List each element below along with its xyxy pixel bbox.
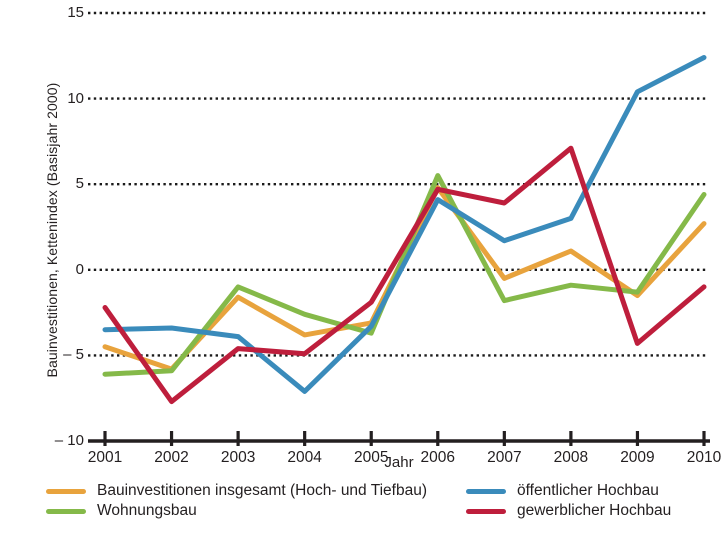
legend-label: Bauinvestitionen insgesamt (Hoch- und Ti…	[97, 482, 427, 499]
x-tick-label: 2003	[220, 449, 256, 466]
x-tick-label: 2009	[620, 449, 655, 466]
legend-item: Bauinvestitionen insgesamt (Hoch- und Ti…	[46, 481, 427, 501]
legend-item: öffentlicher Hochbau	[466, 481, 659, 501]
x-tick-label: 2010	[686, 449, 722, 466]
y-tick-label: 15	[67, 4, 84, 21]
series-line	[102, 55, 707, 394]
x-tick-label: 2002	[154, 449, 189, 466]
y-tick-label: 0	[75, 260, 84, 278]
legend-swatch	[466, 488, 506, 494]
x-tick-label: 2006	[420, 449, 455, 466]
y-tick-label: – 5	[63, 346, 84, 364]
x-tick-label: 2005	[353, 449, 389, 466]
y-tick-label: 5	[75, 175, 84, 193]
legend-label: öffentlicher Hochbau	[517, 482, 659, 499]
x-axis-title: Jahr	[384, 454, 414, 471]
series-line	[102, 173, 707, 377]
x-tick-label: 2001	[87, 449, 123, 466]
legend-swatch	[466, 508, 506, 514]
legend-label: Wohnungsbau	[97, 502, 197, 519]
legend-item: Wohnungsbau	[46, 501, 197, 521]
legend-swatch	[46, 488, 86, 494]
legend-item: gewerblicher Hochbau	[466, 501, 671, 521]
x-tick-label: 2004	[287, 449, 322, 466]
series-line	[102, 145, 707, 405]
y-tick-label: – 10	[54, 432, 84, 449]
x-tick-label: 2008	[553, 449, 589, 466]
x-tick-label: 2007	[487, 449, 522, 466]
legend-label: gewerblicher Hochbau	[517, 502, 672, 519]
y-tick-label: 10	[67, 89, 84, 107]
legend-swatch	[46, 508, 86, 514]
